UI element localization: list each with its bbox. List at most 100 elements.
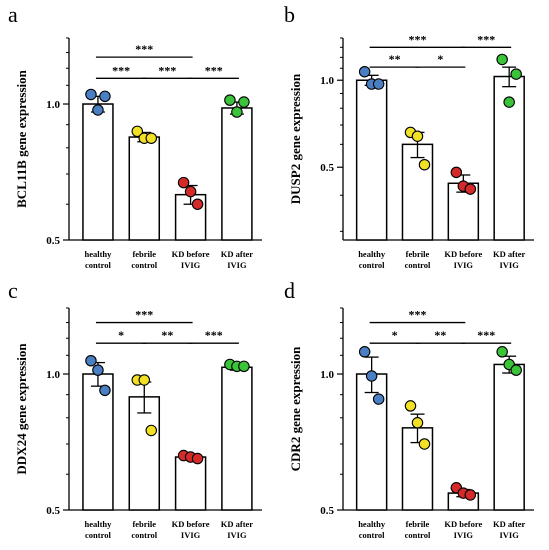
data-point [92,364,104,376]
bar [493,363,525,511]
data-point [496,346,508,358]
data-point [372,393,385,405]
data-point [145,424,158,437]
data-point [418,158,431,171]
x-tick-label: healthy [358,249,386,259]
y-tick-label: 1.0 [46,99,60,111]
x-tick-label: control [131,530,157,540]
data-point [131,125,144,138]
x-tick-label: IVIG [454,530,474,540]
x-tick-label: IVIG [181,530,201,540]
data-point [411,130,424,142]
x-tick-label: IVIG [454,260,474,270]
data-point [85,354,97,367]
bar [401,143,434,241]
data-point [464,183,477,195]
x-tick-label: KD after [493,249,526,259]
x-tick-label: KD before [172,519,210,529]
panel-label: c [8,278,18,303]
x-tick-label: IVIG [181,260,201,270]
data-point [358,65,371,78]
significance-label: *** [112,63,130,77]
y-tick-label: 1.0 [320,75,334,87]
data-point [85,88,97,101]
x-tick-label: febrile [406,249,430,259]
x-tick-label: KD after [493,519,526,529]
x-tick-label: control [405,260,431,270]
data-point [231,106,243,118]
x-tick-label: KD before [172,249,210,259]
bar [174,456,207,511]
bar [221,366,253,511]
x-tick-label: IVIG [227,530,247,540]
significance-label: *** [205,63,223,77]
data-point [177,176,190,189]
x-tick-label: healthy [358,519,386,529]
bar [82,103,114,241]
bar [493,75,525,241]
x-tick-label: control [131,260,157,270]
x-tick-label: control [85,530,111,540]
significance-label: * [118,328,124,342]
data-point [224,94,236,106]
x-tick-label: febrile [132,249,156,259]
data-point [372,78,385,90]
x-tick-label: healthy [84,249,112,259]
data-point [92,104,104,116]
y-axis-label: DUSP2 gene expression [288,73,303,204]
significance-label: *** [408,308,426,322]
data-point [411,417,424,429]
y-axis-label: BCL11B gene expression [14,69,29,207]
x-tick-label: control [405,530,431,540]
significance-label: *** [477,328,495,342]
panel-label: d [284,278,295,303]
data-point [358,346,371,358]
panel-label: a [8,2,18,27]
x-tick-label: KD after [221,519,254,529]
y-tick-label: 0.5 [46,235,60,247]
bar [128,396,161,511]
y-tick-label: 0.5 [46,505,60,517]
panel-label: b [284,2,295,27]
data-point [238,360,250,373]
data-point [365,370,378,382]
data-point [404,400,417,412]
significance-label: ** [161,328,173,342]
data-point [145,132,158,144]
data-point [418,438,431,450]
significance-label: *** [158,63,176,77]
x-tick-label: IVIG [499,530,519,540]
bar [128,136,161,241]
data-point [464,489,477,501]
significance-label: * [392,328,398,342]
y-axis-label: DDX24 gene expression [14,343,29,475]
bar [82,373,114,511]
significance-label: *** [477,32,495,46]
x-tick-label: febrile [132,519,156,529]
x-tick-label: control [359,260,385,270]
bar [221,107,253,241]
x-tick-label: healthy [84,519,112,529]
x-tick-label: febrile [406,519,430,529]
significance-label: *** [408,32,426,46]
data-point [510,364,522,376]
y-axis-label: CDR2 gene expression [288,346,303,471]
x-tick-label: KD before [444,519,482,529]
significance-label: ** [389,52,401,66]
data-point [503,96,515,108]
significance-label: * [437,52,443,66]
x-tick-label: KD before [444,249,482,259]
significance-label: *** [135,308,153,322]
bar [355,373,388,511]
x-tick-label: control [85,260,111,270]
x-tick-label: IVIG [227,260,247,270]
significance-label: *** [205,328,223,342]
data-point [496,53,508,66]
x-tick-label: IVIG [499,260,519,270]
data-point [138,374,151,386]
